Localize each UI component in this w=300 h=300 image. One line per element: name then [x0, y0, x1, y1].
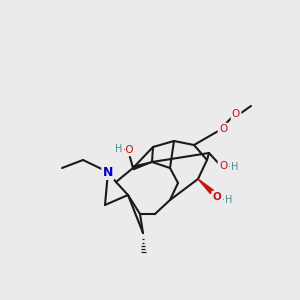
Polygon shape	[198, 179, 214, 194]
Text: O: O	[232, 109, 240, 119]
Text: O: O	[219, 124, 227, 134]
Text: H: H	[115, 144, 123, 154]
Text: O: O	[213, 192, 221, 202]
Text: ·H: ·H	[228, 162, 238, 172]
Text: ·O: ·O	[123, 145, 135, 155]
Text: ·H: ·H	[222, 195, 232, 205]
Polygon shape	[133, 162, 152, 170]
Text: N: N	[103, 166, 113, 178]
Text: O: O	[219, 161, 227, 171]
